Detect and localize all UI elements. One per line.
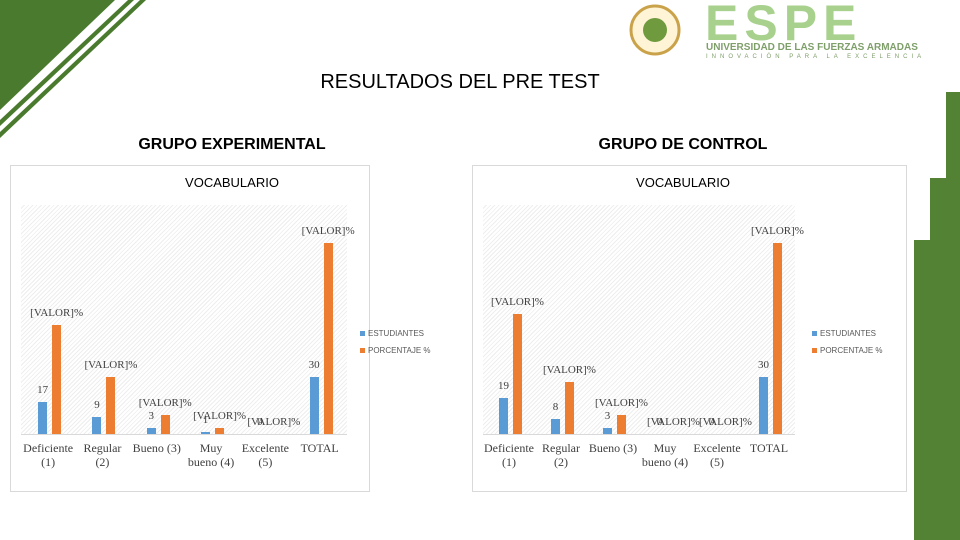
chart-title: VOCABULARIO <box>185 175 279 190</box>
x-tick-label: Bueno (3) <box>588 441 638 455</box>
legend-entry: PORCENTAJE % <box>360 346 431 355</box>
bar <box>106 376 116 434</box>
data-label: 3 <box>604 410 611 423</box>
data-label: 3 <box>148 410 155 423</box>
bar <box>759 376 768 434</box>
data-label: 8 <box>552 400 559 413</box>
legend-label: PORCENTAJE % <box>820 346 883 355</box>
data-label: [VALOR]% <box>543 364 596 377</box>
data-label: 1 <box>202 414 209 427</box>
chart-frame <box>472 165 907 492</box>
data-label: [VALOR]% <box>193 410 247 423</box>
legend-swatch <box>360 348 365 353</box>
bar <box>215 428 225 434</box>
chart-title: VOCABULARIO <box>636 175 730 190</box>
data-label: [VALOR]% <box>138 396 192 409</box>
data-label: [VALOR]% <box>491 295 544 308</box>
legend-swatch <box>812 331 817 336</box>
slide-title: RESULTADOS DEL PRE TEST <box>320 71 600 93</box>
chart-frame <box>10 165 370 492</box>
bar <box>201 432 211 434</box>
bar <box>38 401 48 434</box>
logo-text: ESPE <box>705 0 863 51</box>
x-tick-label: Regular (2) <box>542 441 580 469</box>
legend-entry: PORCENTAJE % <box>812 346 883 355</box>
axis-line <box>21 434 347 435</box>
data-label: 30 <box>308 358 320 371</box>
x-tick-label: Regular (2) <box>83 441 122 469</box>
bar <box>92 416 102 434</box>
data-label: 0 <box>656 416 663 428</box>
bar <box>160 414 170 434</box>
data-label: 9 <box>94 398 100 411</box>
legend-label: ESTUDIANTES <box>820 329 877 338</box>
legend-entry: ESTUDIANTES <box>812 329 876 338</box>
bar <box>323 243 333 434</box>
x-tick-label: Muy bueno (4) <box>187 441 235 469</box>
axis-line <box>483 434 795 435</box>
bar <box>499 397 508 434</box>
bar <box>309 376 319 434</box>
bar <box>773 243 782 434</box>
data-label: 0 <box>257 416 263 428</box>
legend-swatch <box>812 348 817 353</box>
data-label: [VALOR]% <box>301 225 355 237</box>
plot-area <box>483 205 795 434</box>
x-tick-label: Deficiente (1) <box>484 441 534 469</box>
x-tick-label: Excelente (5) <box>241 441 289 469</box>
data-label: [VALOR]% <box>30 307 84 320</box>
bar <box>513 313 522 434</box>
data-label: 0 <box>708 416 715 428</box>
data-label: [VALOR]% <box>247 416 301 428</box>
bar <box>146 428 156 434</box>
data-label: 19 <box>498 379 509 392</box>
data-label: [VALOR]% <box>84 358 138 371</box>
legend-entry: ESTUDIANTES <box>360 329 424 338</box>
bar <box>52 325 62 434</box>
data-label: [VALOR]% <box>751 225 804 237</box>
bar <box>603 428 612 434</box>
bar <box>565 382 574 434</box>
data-label: 17 <box>37 383 49 396</box>
logo-subtitle: UNIVERSIDAD DE LAS FUERZAS ARMADAS <box>706 42 918 53</box>
data-label: [VALOR]% <box>647 416 700 428</box>
group-heading: GRUPO DE CONTROL <box>598 136 768 153</box>
legend-label: PORCENTAJE % <box>368 346 431 355</box>
logo-tagline: INNOVACIÓN PARA LA EXCELENCIA <box>706 54 926 60</box>
bar <box>617 414 626 434</box>
data-label: [VALOR]% <box>595 396 648 409</box>
group-heading: GRUPO EXPERIMENTAL <box>138 136 326 153</box>
x-tick-label: TOTAL <box>749 441 789 455</box>
x-tick-label: TOTAL <box>300 441 339 455</box>
x-tick-label: Bueno (3) <box>132 441 181 455</box>
x-tick-label: Muy bueno (4) <box>641 441 689 469</box>
data-label: 30 <box>758 358 769 371</box>
legend-label: ESTUDIANTES <box>368 329 425 338</box>
bar <box>551 418 560 434</box>
x-tick-label: Deficiente (1) <box>23 441 74 469</box>
data-label: [VALOR]% <box>699 416 752 428</box>
plot-area <box>21 205 347 434</box>
x-tick-label: Excelente (5) <box>693 441 741 469</box>
legend-swatch <box>360 331 365 336</box>
